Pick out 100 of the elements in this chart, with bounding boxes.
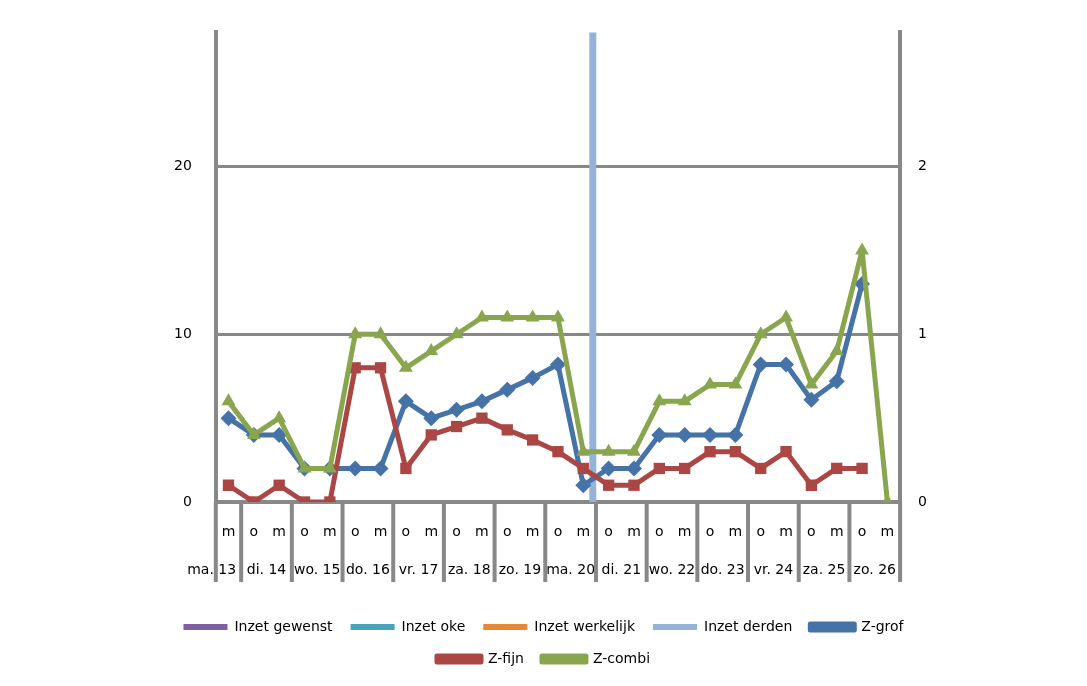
x-tick-label: o bbox=[300, 523, 309, 540]
x-tick-label: m bbox=[779, 523, 793, 540]
text: di. 14 bbox=[246, 560, 287, 577]
point bbox=[271, 426, 288, 443]
x-tick-label: o bbox=[502, 523, 512, 540]
point bbox=[577, 462, 589, 475]
y2-tick-label: 2 bbox=[918, 157, 928, 174]
point bbox=[397, 393, 414, 410]
point bbox=[524, 369, 541, 386]
point bbox=[525, 309, 540, 322]
point bbox=[653, 462, 665, 475]
text: di. 21 bbox=[601, 560, 642, 577]
point bbox=[552, 446, 564, 458]
y2-tick-label: 1 bbox=[918, 324, 928, 341]
text: zo. 26 bbox=[853, 560, 897, 577]
x-tick-label: m bbox=[221, 523, 236, 540]
point bbox=[322, 460, 337, 473]
point bbox=[246, 426, 261, 439]
text: za. 18 bbox=[447, 560, 491, 577]
point bbox=[856, 462, 868, 475]
x-tick-label: o bbox=[350, 523, 360, 540]
text: do. 16 bbox=[345, 560, 390, 577]
point bbox=[855, 242, 870, 255]
point bbox=[222, 479, 235, 491]
text: vr. 17 bbox=[398, 560, 439, 577]
point bbox=[779, 309, 793, 322]
x-tick-label: m bbox=[525, 523, 540, 540]
x-tick-label: m bbox=[323, 523, 337, 540]
y2-tick-label: 0 bbox=[918, 492, 928, 509]
point bbox=[753, 326, 768, 339]
legend-label: Inzet derden bbox=[704, 617, 793, 634]
text: ma. 20 bbox=[546, 560, 596, 577]
x-tick-label: o bbox=[401, 523, 411, 540]
point bbox=[549, 356, 566, 373]
point bbox=[805, 479, 818, 491]
legend-label: Inzet oke bbox=[401, 617, 466, 634]
x-tick-label: o bbox=[655, 523, 664, 540]
x-tick-label: m bbox=[424, 523, 439, 540]
point bbox=[628, 479, 640, 491]
point bbox=[575, 477, 592, 494]
x-tick-label: m bbox=[373, 523, 388, 540]
point bbox=[398, 359, 413, 372]
legend-label: Z-fijn bbox=[487, 649, 524, 666]
point bbox=[727, 426, 744, 443]
point bbox=[601, 443, 616, 456]
point bbox=[627, 443, 641, 456]
point bbox=[473, 393, 490, 410]
point bbox=[373, 326, 388, 339]
point bbox=[804, 376, 819, 389]
x-tick-label: o bbox=[857, 523, 867, 540]
x-tick-label: m bbox=[576, 523, 591, 540]
y-tick-label: 0 bbox=[182, 492, 192, 509]
point bbox=[425, 429, 437, 441]
text: vr. 24 bbox=[753, 560, 794, 577]
point bbox=[703, 376, 717, 389]
point bbox=[474, 309, 489, 322]
y-tick-label: 20 bbox=[173, 157, 192, 174]
point bbox=[221, 393, 236, 406]
point bbox=[526, 434, 539, 446]
y-tick-label: 10 bbox=[173, 324, 192, 341]
point bbox=[679, 462, 691, 475]
text: zo. 19 bbox=[498, 560, 542, 577]
point bbox=[476, 412, 488, 424]
x-tick-label: m bbox=[627, 523, 641, 540]
x-tick-label: m bbox=[829, 523, 844, 540]
x-tick-label: o bbox=[807, 523, 816, 540]
point bbox=[220, 410, 237, 427]
x-tick-label: o bbox=[604, 523, 613, 540]
point bbox=[499, 381, 516, 398]
point bbox=[828, 373, 845, 390]
point bbox=[829, 343, 844, 356]
point bbox=[602, 479, 615, 491]
point bbox=[677, 393, 692, 406]
point bbox=[448, 401, 465, 418]
x-tick-label: o bbox=[705, 523, 715, 540]
point bbox=[501, 424, 513, 436]
x-tick-label: m bbox=[272, 523, 286, 540]
text: wo. 22 bbox=[648, 560, 696, 577]
legend-label: Inzet werkelijk bbox=[534, 617, 636, 634]
text: wo. 15 bbox=[293, 560, 341, 577]
point bbox=[551, 309, 565, 322]
point bbox=[449, 326, 464, 339]
point bbox=[652, 393, 667, 406]
point bbox=[273, 479, 285, 491]
text: do. 23 bbox=[700, 560, 745, 577]
point bbox=[500, 309, 515, 322]
point bbox=[374, 362, 387, 374]
point bbox=[803, 391, 820, 408]
x-tick-label: o bbox=[452, 523, 461, 540]
point bbox=[729, 446, 742, 458]
point bbox=[728, 376, 743, 389]
point bbox=[576, 443, 591, 456]
point bbox=[450, 420, 463, 433]
legend-label: Inzet gewenst bbox=[234, 617, 334, 634]
point bbox=[423, 410, 440, 427]
point bbox=[755, 462, 767, 475]
x-tick-label: o bbox=[249, 523, 259, 540]
x-tick-label: o bbox=[756, 523, 765, 540]
legend-label: Z-grof bbox=[861, 617, 905, 634]
x-tick-label: o bbox=[553, 523, 563, 540]
